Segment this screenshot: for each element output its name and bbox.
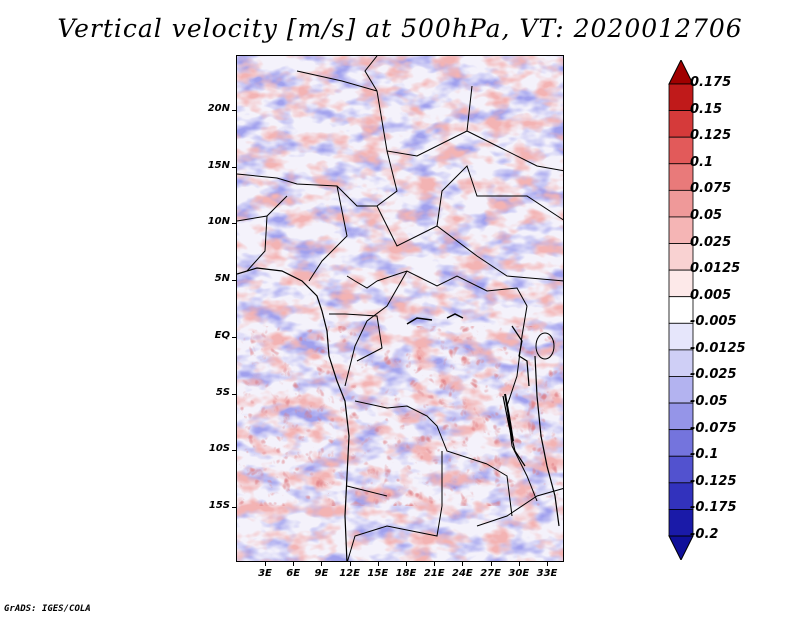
lakes [406,313,555,442]
longitude-tick [377,562,379,566]
map-panel[interactable] [236,55,564,562]
longitude-label: 18E [395,568,417,579]
colorbar-bottom-arrow [668,535,694,560]
colorbar-level-label: -0.005 [690,314,737,330]
colorbar-level-label: -0.05 [690,394,728,410]
latitude-tick [232,110,236,111]
longitude-tick [518,562,520,566]
longitude-label: 27E [480,568,501,579]
colorbar-level-label: 0.05 [690,207,723,223]
latitude-label: 5S [215,386,230,398]
latitude-tick [232,336,236,338]
colorbar-level-label: 0.075 [690,181,732,197]
colorbar-level-label: 0.005 [690,287,732,303]
longitude-label: 6E [286,568,301,579]
longitude-label: 3E [258,568,272,579]
longitude-tick [406,562,407,566]
longitude-label: 21E [423,568,445,579]
colorbar-level-label: -0.0125 [690,340,746,356]
colorbar-bin [668,509,694,537]
grads-credit: GrADS: IGES/COLA [4,604,91,614]
colorbar-bin [668,110,694,138]
longitude-tick [434,562,436,566]
convective-speckle-layer [237,326,563,506]
vertical-velocity-field [237,56,563,561]
longitude-tick [293,562,295,566]
longitude-label: 12E [339,568,360,579]
latitude-label: 20N [207,103,230,114]
longitude-label: 33E [536,568,558,579]
latitude-label: 10S [208,443,230,455]
colorbar-bin [668,402,694,431]
colorbar [668,60,694,560]
colorbar-bin [668,243,694,271]
latitude-tick [232,223,236,225]
colorbar-level-label: 0.175 [690,75,732,90]
colorbar-level-label: -0.125 [690,473,737,489]
colorbar-level-label: 0.1 [690,154,714,170]
longitude-label: 9E [314,568,329,579]
latitude-tick [232,280,236,282]
country-borders [237,56,563,561]
colorbar-bin [668,83,694,111]
latitude-tick [232,393,236,395]
latitude-label: 10N [207,216,230,228]
latitude-tick [232,506,236,508]
colorbar-level-label: -0.175 [690,500,737,516]
latitude-label: 5N [214,273,230,285]
colorbar-level-label: 0.125 [690,128,732,144]
latitude-tick [232,450,236,452]
colorbar-level-label: -0.2 [690,527,719,542]
colorbar-level-label: 0.025 [690,234,732,250]
colorbar-bin [668,455,694,484]
longitude-tick [490,562,492,566]
latitude-tick [232,166,236,168]
colorbar-level-label: 0.0125 [690,261,741,277]
longitude-label: 30E [508,568,530,579]
latitude-label: 15N [207,159,230,171]
latitude-label: 15S [208,499,230,511]
longitude-tick [349,562,351,566]
colorbar-level-label: 0.15 [690,101,723,117]
colorbar-bin [668,136,694,165]
colorbar-bin [668,482,694,510]
colorbar-bin [668,429,694,457]
longitude-label: 15E [367,568,389,579]
longitude-tick [265,562,266,566]
colorbar-bin [668,376,694,404]
longitude-label: 24E [452,568,473,579]
colorbar-bin [668,216,694,244]
latitude-label: EQ [214,329,230,341]
colorbar-level-label: -0.1 [690,447,719,463]
colorbar-level-label: -0.075 [690,420,737,436]
longitude-tick [547,562,548,566]
longitude-tick [321,562,323,566]
chart-title: Vertical velocity [m/s] at 500hPa, VT: 2… [57,14,743,43]
colorbar-level-label: -0.025 [690,367,737,383]
longitude-tick [462,562,464,566]
